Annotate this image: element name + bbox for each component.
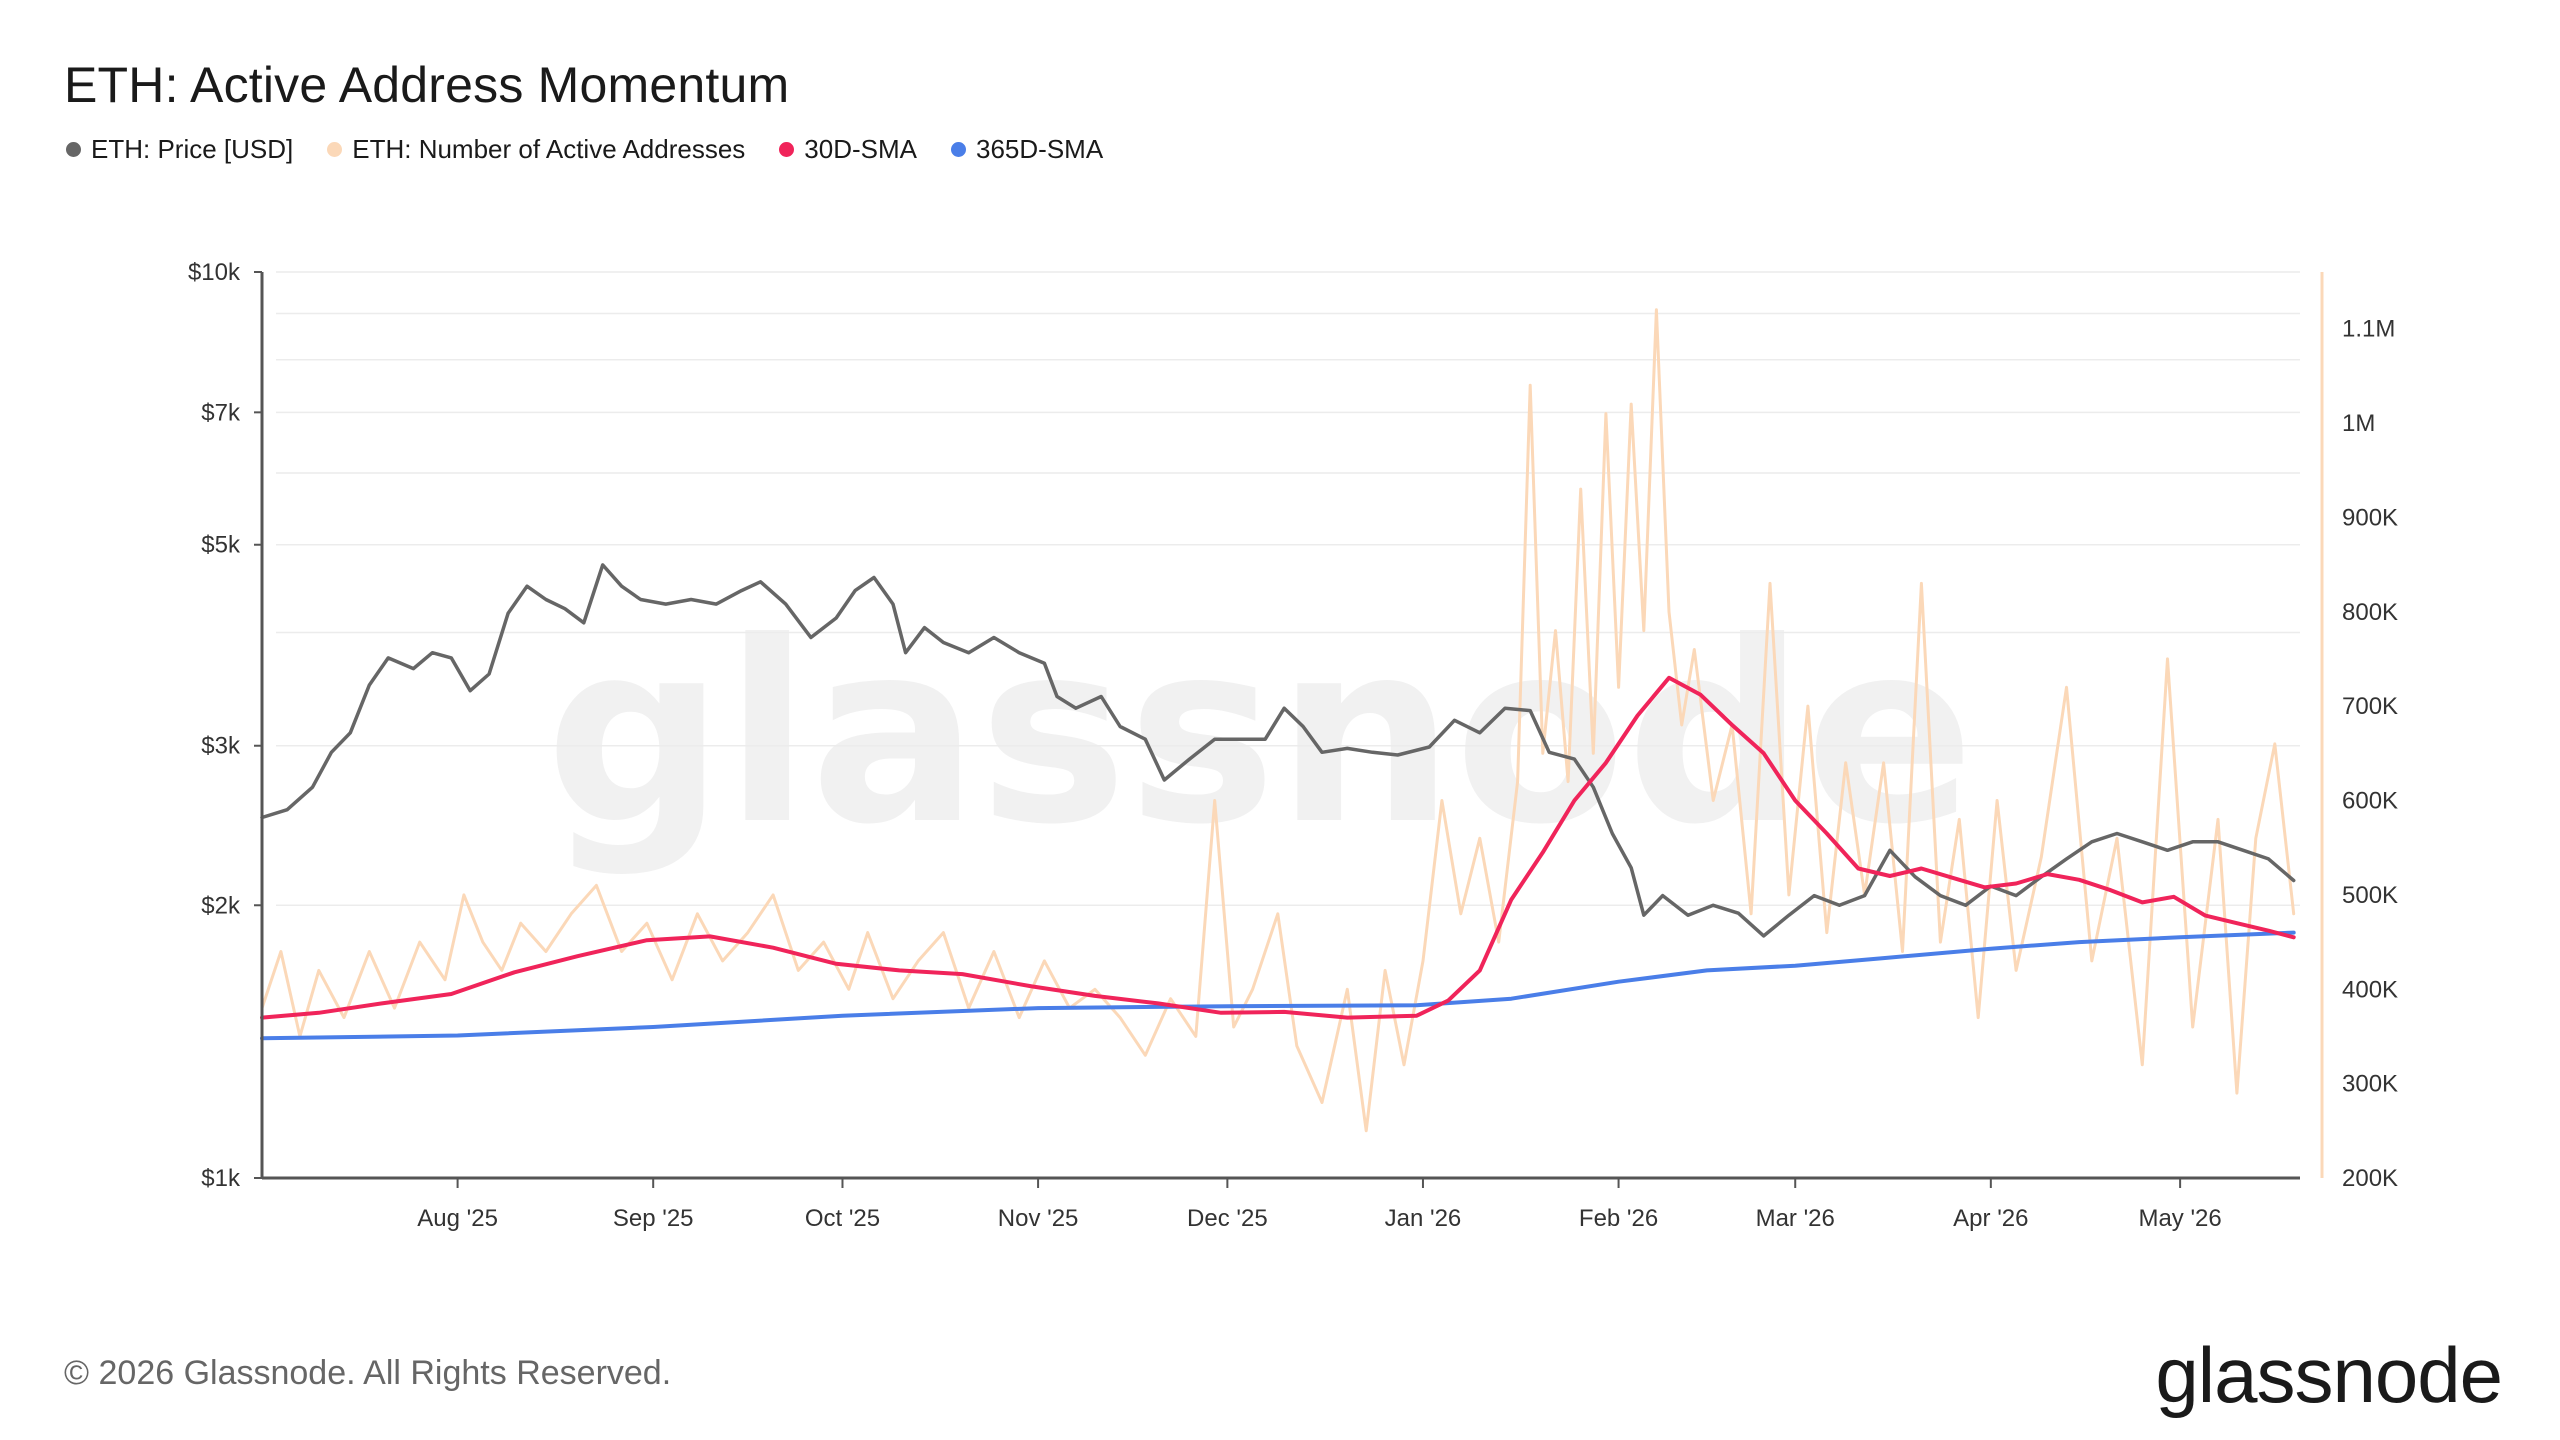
y-right-tick-label: 200K: [2342, 1165, 2398, 1192]
series-layer: [260, 308, 2296, 1133]
legend-label-price: ETH: Price [USD]: [91, 134, 294, 164]
copyright-text: © 2026 Glassnode. All Rights Reserved.: [64, 1354, 672, 1392]
glassnode-logo[interactable]: glassnode: [2155, 1331, 2503, 1419]
legend-dot-active-addresses: [327, 142, 343, 157]
y-right-tick-label: 700K: [2342, 693, 2398, 720]
y-left-tick-label: $2k: [201, 892, 241, 919]
legend-label-active-addresses: ETH: Number of Active Addresses: [352, 134, 746, 164]
y-right-tick-label: 500K: [2342, 882, 2398, 909]
x-tick-label: May '26: [2138, 1205, 2221, 1232]
y-right-tick-label: 900K: [2342, 504, 2398, 531]
x-tick-label: Oct '25: [805, 1205, 880, 1232]
x-tick-label: Sep '25: [613, 1205, 694, 1232]
y-right-tick-label: 1M: [2342, 410, 2375, 437]
y-right-tick-label: 300K: [2342, 1071, 2398, 1098]
x-tick-label: Feb '26: [1579, 1205, 1658, 1232]
watermark: glassnode: [545, 588, 1974, 879]
legend-item-365d-sma[interactable]: 365D-SMA: [951, 134, 1103, 165]
y-right-tick-label: 1.1M: [2342, 316, 2395, 343]
axes: $1k $2k $3k $5k $7k $10k 200K 300K 400K 500K 600K 7…: [188, 259, 2398, 1232]
series-line-30d-sma: [260, 675, 2296, 1020]
y-left-tick-label: $7k: [201, 399, 241, 426]
y-left-tick-label: $3k: [201, 733, 241, 760]
chart-title: ETH: Active Address Momentum: [64, 57, 790, 113]
x-tick-label: Apr '26: [1953, 1205, 2028, 1232]
y-right-tick-label: 400K: [2342, 976, 2398, 1003]
legend-item-30d-sma[interactable]: 30D-SMA: [779, 134, 917, 165]
y-left-tick-label: $1k: [201, 1165, 241, 1192]
legend-item-price[interactable]: ETH: Price [USD]: [66, 134, 293, 165]
y-left-tick-label: $10k: [188, 259, 241, 286]
x-tick-label: Dec '25: [1187, 1205, 1268, 1232]
x-tick-label: Mar '26: [1756, 1205, 1835, 1232]
legend-item-active-addresses[interactable]: ETH: Number of Active Addresses: [327, 134, 745, 165]
legend-dot-365d-sma: [951, 142, 966, 157]
series-line-price: [260, 563, 2296, 938]
y-right-tick-label: 800K: [2342, 599, 2398, 626]
legend-dot-30d-sma: [779, 142, 795, 157]
legend-label-30d-sma: 30D-SMA: [804, 134, 917, 164]
legend-dot-price: [66, 142, 81, 157]
y-right-tick-label: 600K: [2342, 788, 2398, 815]
y-left-tick-label: $5k: [201, 532, 241, 559]
x-tick-label: Jan '26: [1385, 1205, 1462, 1232]
series-line-365d-sma: [260, 930, 2296, 1041]
x-tick-label: Aug '25: [417, 1205, 498, 1232]
chart-legend: ETH: Price [USD] ETH: Number of Active A…: [66, 134, 1103, 165]
x-tick-label: Nov '25: [998, 1205, 1079, 1232]
legend-label-365d-sma: 365D-SMA: [976, 134, 1104, 164]
